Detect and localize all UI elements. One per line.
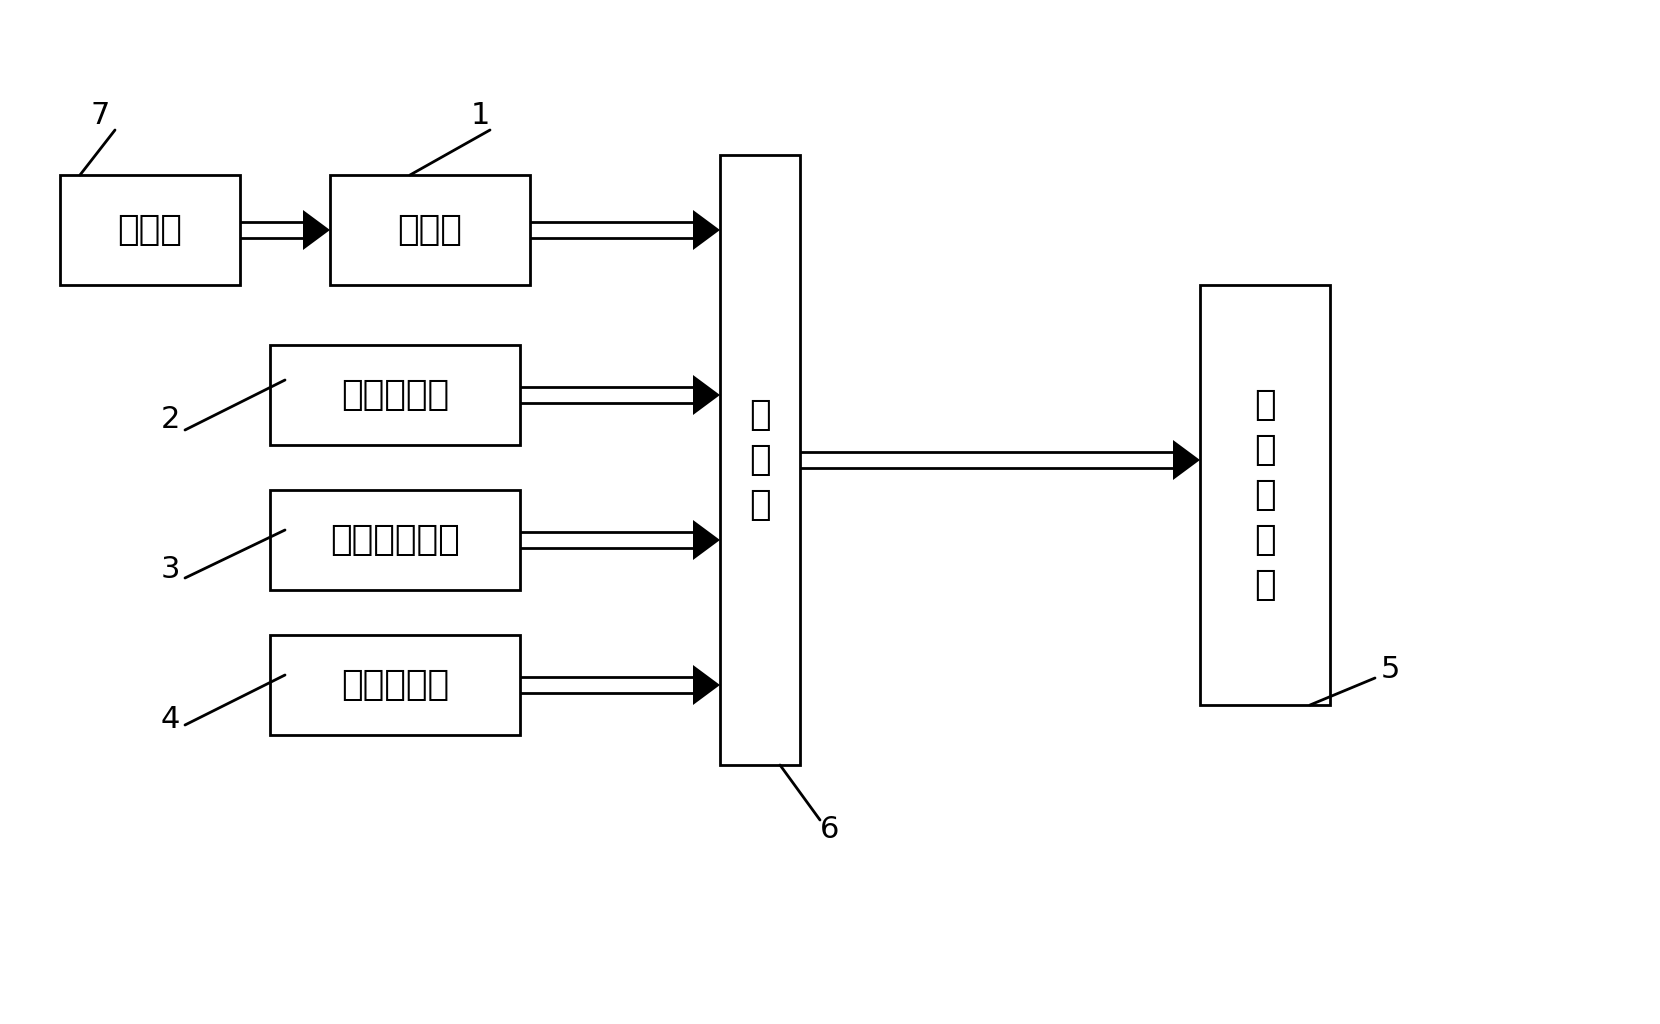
Text: 7: 7 <box>90 100 110 129</box>
Polygon shape <box>692 210 720 250</box>
Text: 6: 6 <box>820 815 840 845</box>
Bar <box>330 175 530 285</box>
Bar <box>60 175 241 285</box>
Text: 5: 5 <box>1381 655 1399 684</box>
Text: 制
动
执
行
器: 制 动 执 行 器 <box>1255 388 1277 602</box>
Text: 处
理
器: 处 理 器 <box>749 398 770 522</box>
Bar <box>271 635 520 735</box>
Polygon shape <box>692 520 720 560</box>
Text: 加速度传感器: 加速度传感器 <box>330 523 460 557</box>
Bar <box>720 155 800 765</box>
Text: 1: 1 <box>470 100 490 129</box>
Polygon shape <box>692 375 720 415</box>
Text: 速度传感器: 速度传感器 <box>340 378 450 412</box>
Polygon shape <box>1174 440 1200 480</box>
Bar <box>271 490 520 590</box>
Text: 4: 4 <box>161 706 179 734</box>
Polygon shape <box>692 665 720 705</box>
Text: 制动传感器: 制动传感器 <box>340 668 450 702</box>
Text: 摄像机: 摄像机 <box>397 213 463 247</box>
Text: 障碍物: 障碍物 <box>118 213 183 247</box>
Bar <box>1200 285 1330 705</box>
Bar <box>271 345 520 445</box>
Text: 2: 2 <box>161 406 179 434</box>
Polygon shape <box>304 210 330 250</box>
Text: 3: 3 <box>161 555 179 585</box>
